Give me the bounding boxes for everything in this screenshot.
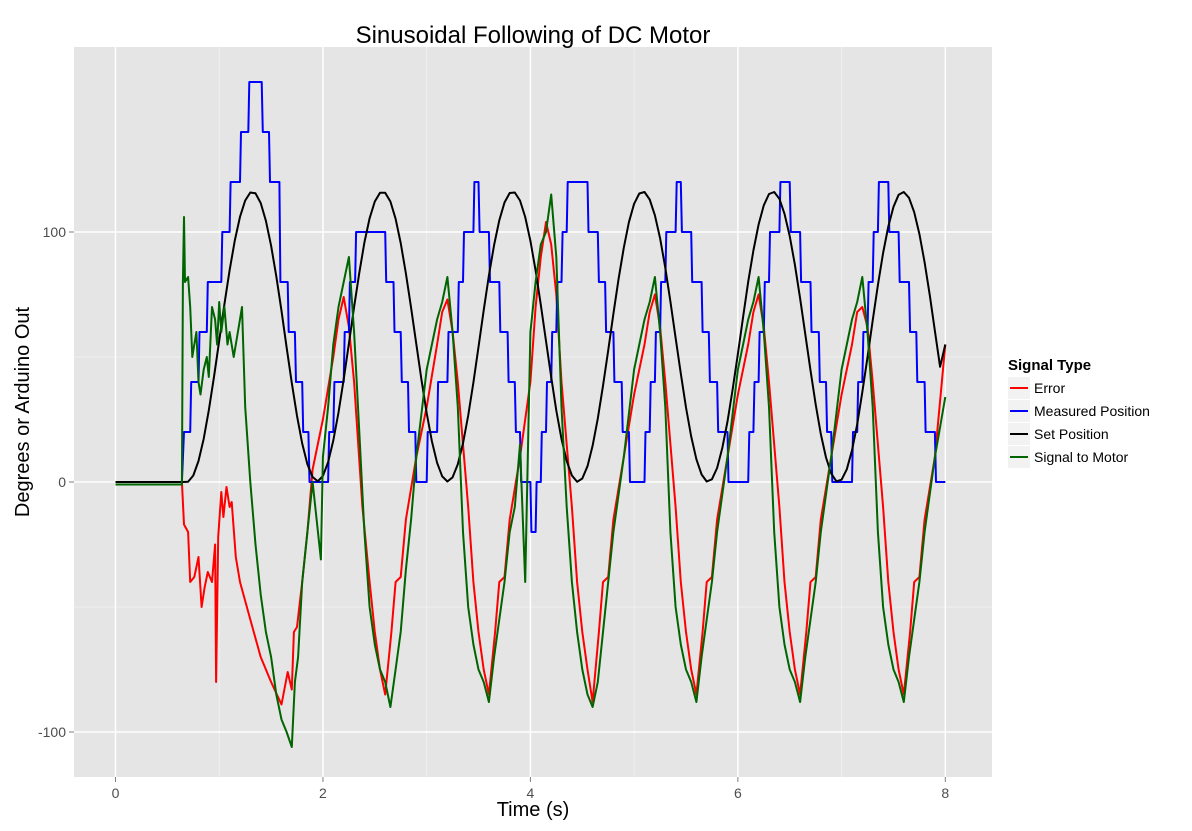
x-tick-label: 0 [112, 785, 120, 801]
legend-items: Error Measured Position Set Position Signal… [1008, 377, 1150, 468]
x-tick-label: 8 [941, 785, 949, 801]
legend-title: Signal Type [1008, 357, 1091, 374]
x-tick-label: 2 [319, 785, 327, 801]
series-layer [115, 81, 947, 748]
x-tick-label: 4 [527, 785, 535, 801]
legend-label-measured-position: Measured Position [1034, 403, 1150, 419]
y-axis-title: Degrees or Arduino Out [12, 307, 34, 518]
series-line-measured-position [115, 81, 946, 533]
x-tick-label: 6 [734, 785, 742, 801]
plot-panel [74, 47, 992, 777]
legend-label-signal-to-motor: Signal to Motor [1034, 449, 1128, 465]
series-line-error [115, 221, 947, 706]
y-axis-ticks: -100 0 100 [38, 224, 74, 740]
series-line-signal-to-motor [115, 193, 947, 748]
chart-title: Sinusoidal Following of DC Motor [356, 22, 711, 49]
y-tick-label: 0 [58, 474, 66, 490]
y-tick-label: -100 [38, 724, 66, 740]
series-line-set-position [115, 191, 947, 483]
legend-label-error: Error [1034, 380, 1065, 396]
x-axis-title: Time (s) [497, 799, 570, 821]
legend-label-set-position: Set Position [1034, 426, 1109, 442]
y-tick-label: 100 [43, 224, 67, 240]
legend: Signal Type Error Measured Position Set Po… [1008, 357, 1150, 468]
x-axis-ticks: 0 2 4 6 8 [112, 777, 949, 801]
